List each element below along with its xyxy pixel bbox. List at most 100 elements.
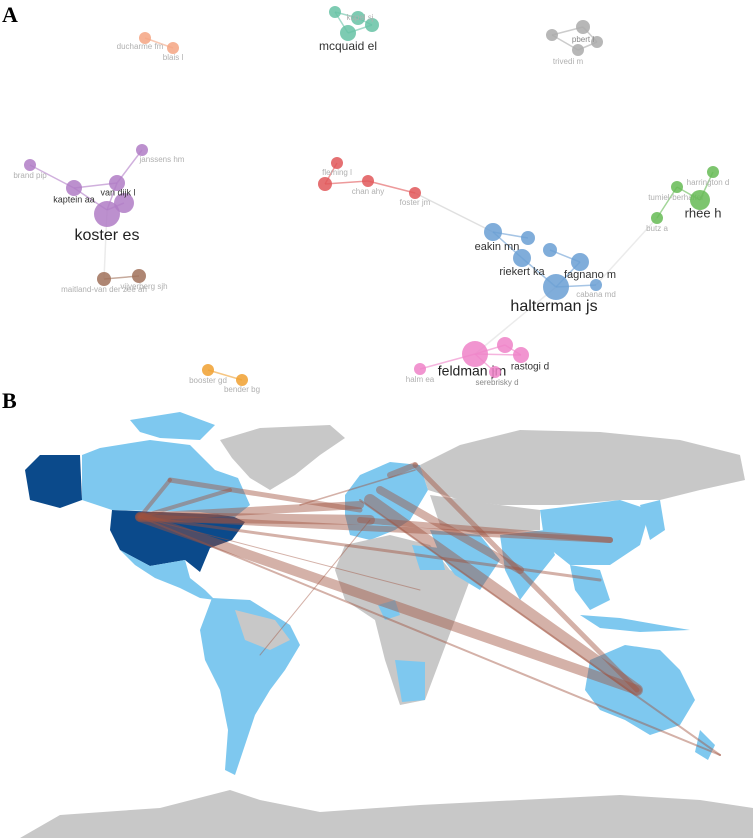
- collaboration-links: [135, 462, 721, 756]
- edge: [324, 180, 369, 185]
- edge: [474, 286, 557, 355]
- node: [497, 337, 513, 353]
- node-label: kopel sj: [346, 13, 373, 22]
- node: [707, 166, 719, 178]
- node: [513, 347, 529, 363]
- country-china: [540, 500, 650, 565]
- node: [414, 363, 426, 375]
- node-label: ducharme fm: [117, 42, 164, 51]
- node-label: rastogi d: [511, 362, 549, 373]
- node: [513, 249, 531, 267]
- edge: [414, 192, 494, 233]
- panel-label: B: [2, 388, 17, 413]
- node: [489, 366, 501, 378]
- link: [412, 462, 640, 693]
- country-mexico: [120, 550, 215, 600]
- node: [97, 272, 111, 286]
- node-label: butz a: [646, 224, 668, 233]
- node-label: janssens hm: [139, 155, 185, 164]
- node: [340, 25, 356, 41]
- link: [138, 515, 602, 582]
- node: [671, 181, 683, 193]
- country-india: [500, 530, 555, 600]
- continent-europe: [345, 462, 428, 540]
- node-label: booster gd: [189, 376, 227, 385]
- node-label: foster jm: [400, 198, 431, 207]
- node-label: riekert ka: [499, 266, 545, 278]
- link: [387, 462, 418, 478]
- link: [136, 501, 364, 521]
- node-label: mcquaid el: [319, 39, 377, 53]
- node-label: serebrisky d: [475, 378, 518, 387]
- middle-east: [430, 530, 500, 590]
- node: [136, 144, 148, 156]
- node-label: halterman js: [510, 298, 597, 315]
- country: [395, 660, 425, 702]
- node: [576, 20, 590, 34]
- world-map: [20, 412, 753, 838]
- node-label: brand pip: [13, 171, 47, 180]
- link: [139, 516, 721, 756]
- node: [351, 11, 365, 25]
- node-label: fleming l: [322, 168, 352, 177]
- node: [690, 190, 710, 210]
- node-label: chan ahy: [352, 187, 384, 196]
- node-label: harrington d: [687, 178, 730, 187]
- node-label: eakin mn: [475, 241, 520, 253]
- node: [66, 180, 82, 196]
- node: [521, 231, 535, 245]
- link: [138, 488, 232, 519]
- node-label: maitland-van der zee ah: [61, 285, 147, 294]
- land: [420, 430, 745, 505]
- node-label: trivedi m: [553, 57, 584, 66]
- country-usa: [110, 510, 245, 572]
- node: [331, 157, 343, 169]
- link: [359, 499, 721, 756]
- edge: [29, 164, 75, 189]
- link: [135, 512, 375, 525]
- land: [20, 790, 753, 838]
- panel-label: A: [2, 2, 18, 27]
- node: [409, 187, 421, 199]
- node: [329, 6, 341, 18]
- node: [571, 253, 589, 271]
- indonesia: [580, 615, 690, 632]
- node: [546, 29, 558, 41]
- node: [543, 243, 557, 257]
- node: [362, 175, 374, 187]
- node: [651, 212, 663, 224]
- country: [412, 545, 445, 570]
- country: [378, 600, 400, 620]
- node-label: pbert l: [572, 35, 594, 44]
- node: [139, 32, 151, 44]
- node: [543, 274, 569, 300]
- link: [299, 469, 416, 506]
- node: [167, 42, 179, 54]
- link: [259, 519, 371, 656]
- node: [572, 44, 584, 56]
- country-canada: [130, 412, 215, 440]
- node-label: cabana md: [576, 290, 616, 299]
- land: [335, 535, 470, 705]
- link: [357, 517, 613, 543]
- land: [235, 610, 290, 650]
- land: [220, 425, 345, 490]
- link: [138, 478, 172, 519]
- network: ducharme fm blais l kopel sj mcquaid el pber…: [13, 6, 729, 394]
- node: [236, 374, 248, 386]
- link: [139, 516, 421, 591]
- link: [167, 477, 363, 513]
- link: [137, 514, 613, 543]
- node: [109, 175, 125, 191]
- node: [202, 364, 214, 376]
- node-label: halm ea: [406, 375, 435, 384]
- edge: [656, 186, 678, 219]
- node: [24, 159, 36, 171]
- node: [114, 193, 134, 213]
- country-canada: [82, 440, 250, 517]
- link: [376, 486, 524, 574]
- link: [135, 512, 642, 695]
- node-label: koster es: [75, 227, 140, 244]
- node: [318, 177, 332, 191]
